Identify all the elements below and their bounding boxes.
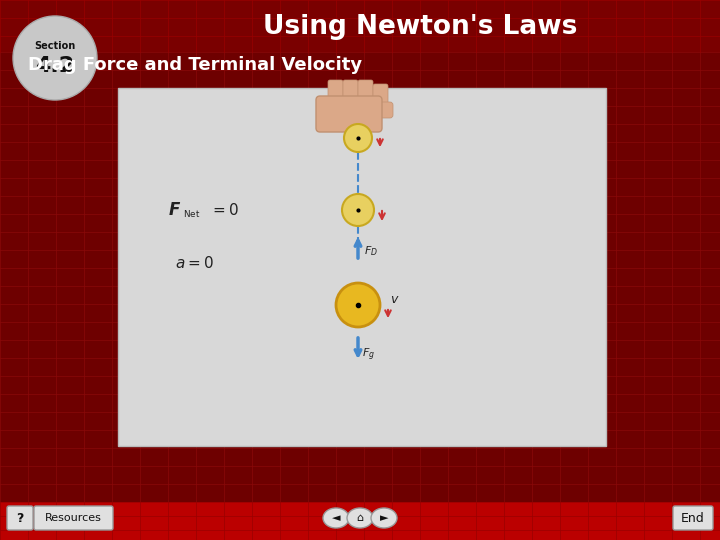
Ellipse shape [323, 508, 349, 528]
Bar [0, 502, 720, 540]
Text: Drag Force and Terminal Velocity: Drag Force and Terminal Velocity [28, 56, 362, 74]
FancyBboxPatch shape [373, 84, 388, 106]
FancyBboxPatch shape [328, 80, 343, 106]
Ellipse shape [371, 508, 397, 528]
Text: ►: ► [379, 513, 388, 523]
FancyBboxPatch shape [673, 506, 713, 530]
Text: $a = 0$: $a = 0$ [175, 255, 214, 271]
Text: ◄: ◄ [332, 513, 341, 523]
Circle shape [13, 16, 97, 100]
Text: 4.2: 4.2 [35, 56, 75, 76]
Text: Section: Section [35, 41, 76, 51]
Circle shape [336, 283, 380, 327]
Text: $= 0$: $= 0$ [210, 202, 239, 218]
Text: $F_D$: $F_D$ [364, 244, 378, 258]
Ellipse shape [347, 508, 373, 528]
Text: ⌂: ⌂ [356, 513, 364, 523]
FancyBboxPatch shape [7, 506, 33, 530]
FancyBboxPatch shape [34, 506, 113, 530]
Bar [0, 0, 720, 52]
FancyBboxPatch shape [343, 80, 358, 106]
Bar [118, 88, 606, 446]
FancyBboxPatch shape [316, 96, 382, 132]
Text: $_{\mathrm{Net}}$: $_{\mathrm{Net}}$ [183, 207, 200, 220]
Text: $\bfit{F}$: $\bfit{F}$ [168, 201, 181, 219]
Text: Resources: Resources [45, 513, 102, 523]
Text: ?: ? [17, 511, 24, 524]
Circle shape [344, 124, 372, 152]
Text: End: End [681, 511, 705, 524]
Text: v: v [390, 293, 397, 306]
FancyBboxPatch shape [358, 80, 373, 106]
Circle shape [342, 194, 374, 226]
FancyBboxPatch shape [373, 102, 393, 118]
Text: Using Newton's Laws: Using Newton's Laws [263, 14, 577, 40]
Text: $F_g$: $F_g$ [362, 346, 375, 363]
